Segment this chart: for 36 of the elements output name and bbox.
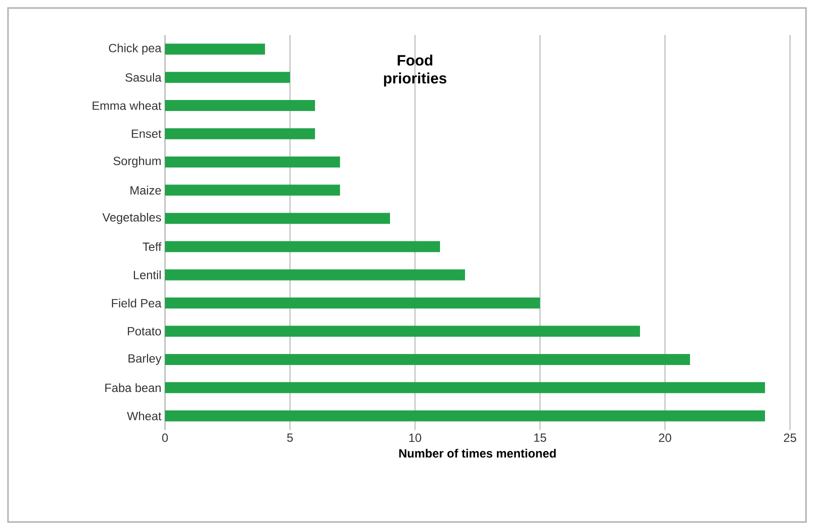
bar <box>165 212 390 224</box>
y-tick-label: Vegetables <box>102 212 162 224</box>
x-tick-label: 25 <box>784 434 796 442</box>
y-tick-label: Sasula <box>125 72 162 82</box>
x-axis-title: Number of times mentioned <box>399 448 556 458</box>
y-tick-label: Enset <box>132 130 162 138</box>
x-tick-label: 20 <box>658 434 672 442</box>
bar <box>165 100 316 112</box>
y-tick-label: Lentil <box>134 270 161 280</box>
y-tick-label: Sorghum <box>114 156 161 168</box>
x-tick-label: 5 <box>287 434 293 442</box>
x-tick-label: 10 <box>409 434 422 442</box>
y-tick-label: Potato <box>128 327 161 336</box>
y-tick-label: Faba bean <box>105 383 161 392</box>
y-tick-label: Field Pea <box>112 298 162 308</box>
x-tick-label: 0 <box>162 434 168 442</box>
y-tick-label: Wheat <box>126 412 162 420</box>
y-tick-label: Chick pea <box>108 44 162 55</box>
bar <box>165 382 766 394</box>
bar <box>165 44 266 55</box>
bar <box>165 298 540 309</box>
bar <box>165 128 316 140</box>
x-tick-label: 15 <box>534 434 546 442</box>
bar <box>165 269 466 280</box>
y-tick-label: Barley <box>128 354 162 366</box>
bar <box>165 410 766 422</box>
bar <box>165 326 640 337</box>
bar <box>165 354 690 365</box>
bar <box>165 241 440 252</box>
text: Food priorities <box>384 54 446 86</box>
y-tick-label: Emma wheat <box>92 101 162 110</box>
bar <box>165 184 340 196</box>
bar <box>165 72 290 83</box>
y-tick-label: Teff <box>142 242 162 251</box>
y-tick-label: Maize <box>130 186 161 195</box>
bar <box>165 156 340 168</box>
